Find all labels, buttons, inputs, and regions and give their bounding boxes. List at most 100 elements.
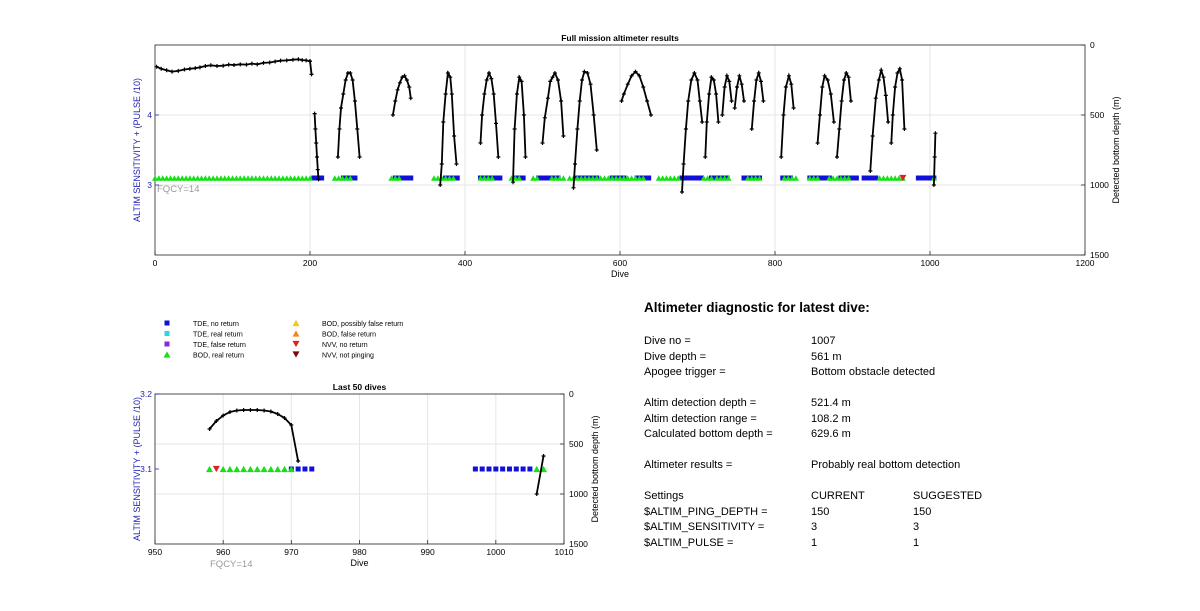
bod-real-return-marker: [206, 465, 214, 473]
bod-real-return-marker: [252, 175, 259, 181]
bod-real-return-marker: [624, 175, 631, 181]
bod-real-return-marker: [667, 175, 674, 181]
diag-label: Altimeter results =: [644, 459, 733, 471]
bod-real-return-marker: [339, 175, 346, 181]
bod-real-return-marker: [617, 175, 623, 181]
legend-label-tde-no-return: TDE, no return: [193, 321, 239, 328]
bod-real-return-marker: [221, 175, 228, 181]
depth-point: [267, 60, 272, 65]
depth-point: [315, 167, 320, 172]
diag-row-dive-no: Dive no = 1007: [644, 334, 1164, 350]
bod-real-return-marker: [343, 175, 350, 181]
bod-real-return-marker: [659, 175, 666, 181]
x-tick-label: 950: [148, 547, 162, 557]
bod-real-return-marker: [593, 175, 600, 181]
bod-real-return-marker: [756, 175, 763, 181]
tde-no-return-marker: [865, 175, 871, 181]
depth-point: [724, 73, 729, 78]
bod-real-return-marker: [655, 175, 662, 181]
depth-point: [548, 79, 553, 84]
depth-point: [489, 76, 494, 81]
depth-point: [591, 113, 596, 117]
tde-no-return-marker: [716, 175, 722, 181]
setting-current: 150: [811, 505, 830, 518]
x-tick-label: 1200: [1076, 258, 1095, 268]
setting-name: $ALTIM_SENSITIVITY =: [644, 521, 765, 533]
depth-point: [680, 190, 684, 194]
tde-no-return-marker: [915, 175, 921, 181]
nvv-no-return-marker: [899, 174, 907, 182]
depth-point: [309, 72, 314, 77]
depth-point: [164, 68, 169, 73]
tde-no-return-marker: [527, 466, 533, 472]
tde-no-return-marker: [869, 175, 875, 181]
bod-real-return-marker: [704, 175, 711, 181]
bod-real-return-marker: [291, 175, 298, 181]
bod-real-return-marker: [214, 175, 220, 181]
depth-point: [619, 99, 624, 103]
bod-real-return-marker: [586, 175, 592, 181]
y-right-tick-label: 0: [1090, 40, 1095, 50]
bod-real-return-marker: [806, 175, 813, 181]
y-left-tick-label: 3.1: [140, 464, 152, 474]
depth-point: [695, 78, 700, 82]
diag-value: 108.2 m: [811, 412, 851, 425]
bod-real-return-marker: [246, 465, 254, 473]
x-tick-label: 200: [303, 258, 317, 268]
depth-point: [496, 155, 501, 159]
depth-point: [352, 99, 357, 103]
depth-point: [404, 78, 409, 82]
depth-point: [402, 73, 407, 78]
depth-point: [478, 141, 483, 145]
legend-marker-bod-possibly-false-return: [292, 319, 300, 327]
bod-real-return-marker: [175, 175, 182, 181]
y-right-tick-label: 1000: [1090, 180, 1109, 190]
depth-point: [932, 155, 937, 159]
depth-point: [519, 79, 524, 84]
bod-real-return-marker: [748, 175, 755, 181]
depth-point: [308, 59, 312, 64]
depth-point: [835, 155, 839, 159]
depth-point: [756, 71, 761, 75]
tde-no-return-marker: [687, 175, 693, 181]
depth-point: [182, 67, 187, 72]
bod-real-return-marker: [274, 465, 282, 473]
bod-real-return-marker: [826, 175, 833, 181]
bod-real-return-marker: [388, 175, 395, 181]
depth-point: [355, 127, 360, 131]
bod-real-return-marker: [841, 175, 848, 181]
depth-point: [868, 169, 873, 173]
depth-point: [761, 99, 766, 103]
depth-point: [314, 155, 319, 159]
bod-real-return-marker: [240, 465, 248, 473]
depth-point: [700, 120, 705, 124]
depth-point: [273, 59, 278, 64]
bod-real-return-marker: [446, 175, 453, 181]
depth-point: [825, 78, 830, 82]
depth-point: [159, 66, 164, 71]
bod-real-return-marker: [489, 175, 496, 181]
depth-point: [408, 96, 413, 101]
depth-point: [889, 141, 894, 145]
depth-point: [290, 57, 295, 62]
depth-point: [582, 69, 587, 74]
bod-real-return-marker: [609, 175, 616, 181]
tde-no-return-marker: [500, 466, 506, 472]
tde-no-return-marker: [695, 175, 700, 181]
tde-no-return-marker: [536, 175, 542, 181]
fqcy-annotation: FQCY=14: [210, 559, 253, 570]
diag-label: Apogee trigger =: [644, 366, 726, 378]
y-right-tick-label: 0: [569, 389, 574, 399]
bod-real-return-marker: [241, 175, 248, 181]
depth-point: [727, 79, 732, 84]
bod-real-return-marker: [837, 175, 844, 181]
depth-point: [348, 71, 353, 75]
diag-row-apogee-trigger: Apogee trigger = Bottom obstacle detecte…: [644, 365, 1164, 381]
depth-point: [552, 71, 557, 75]
x-tick-label: 800: [768, 258, 782, 268]
depth-point: [249, 61, 254, 66]
tde-no-return-marker: [302, 466, 308, 472]
depth-point: [484, 78, 489, 82]
depth-point: [841, 78, 846, 82]
tde-no-return-marker: [638, 175, 644, 181]
